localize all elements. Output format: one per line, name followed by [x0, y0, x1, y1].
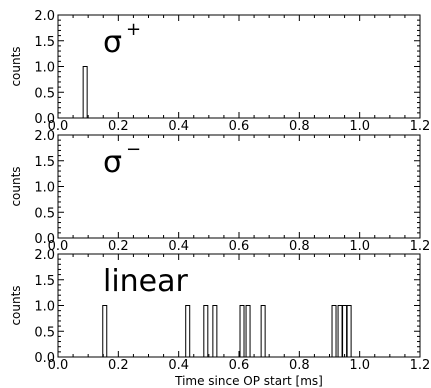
panel-2-ytick-label: 0.5 — [34, 206, 55, 221]
panel-3-bar — [342, 305, 348, 358]
panel-3-bar — [239, 305, 245, 358]
panel-2-ytick-label: 1.5 — [34, 155, 55, 170]
panel-3-ytick-label: 1.0 — [34, 300, 55, 315]
panel-1-annotation-superscript: + — [126, 19, 141, 40]
panel-2-xtick-label: 0.2 — [108, 239, 129, 254]
panel-2-annotation: σ — [103, 145, 122, 180]
panel-3-xtick-label: 0.4 — [168, 358, 189, 373]
panel-3-bar — [102, 305, 108, 358]
panel-2-xtick-label: 1.2 — [410, 239, 431, 254]
panel-3-xtick-label: 0.8 — [289, 358, 310, 373]
panel-3-bar — [185, 305, 191, 358]
panel-1-xtick-label: 0.8 — [289, 119, 310, 134]
panel-3-xtick-label: 0.6 — [229, 358, 250, 373]
panel-3-bar — [331, 305, 337, 358]
panel-3-annotation: linear — [103, 264, 189, 299]
panel-2-xtick-label: 0.4 — [168, 239, 189, 254]
panel-1-ytick-label: 1.0 — [34, 61, 55, 76]
panel-2-ylabel: counts — [9, 166, 23, 206]
panel-1-xtick-label: 0.4 — [168, 119, 189, 134]
panel-3-ytick-label: 1.5 — [34, 274, 55, 289]
panel-1-ytick-label: 0.5 — [34, 86, 55, 101]
panel-1-ylabel: counts — [9, 46, 23, 86]
panel-2-ytick-label: 1.0 — [34, 181, 55, 196]
panel-1-ytick-label: 1.5 — [34, 35, 55, 50]
panel-1-xtick-label: 1.2 — [410, 119, 431, 134]
panel-3-ytick-label: 0.5 — [34, 325, 55, 340]
panel-2-ytick-label: 2.0 — [34, 129, 55, 144]
panel-3-ylabel: counts — [9, 285, 23, 325]
panel-3-bar — [212, 305, 218, 358]
panel-3-xtick-label: 1.0 — [349, 358, 370, 373]
panel-1-xtick-label: 1.0 — [349, 119, 370, 134]
panel-3-bar — [346, 305, 352, 358]
panel-3-xtick-label: 0.2 — [108, 358, 129, 373]
panel-3-bar — [203, 305, 209, 358]
panel-1-xtick-label: 0.0 — [48, 119, 69, 134]
panel-2-ytick-label: 0.0 — [34, 232, 55, 247]
panel-2-xtick-label: 0.0 — [48, 239, 69, 254]
panel-1-ytick-label: 2.0 — [34, 9, 55, 24]
panel-1-xtick-label: 0.6 — [229, 119, 250, 134]
panel-1-bar — [82, 66, 88, 119]
panel-3-xtick-label: 1.2 — [410, 358, 431, 373]
panel-2-annotation-superscript: − — [126, 139, 141, 160]
panel-3-bar — [245, 305, 251, 358]
panel-2-xtick-label: 0.8 — [289, 239, 310, 254]
panel-3-ytick-label: 0.0 — [34, 351, 55, 366]
panel-3-bar — [337, 305, 343, 358]
panel-1-ytick-label: 0.0 — [34, 112, 55, 127]
panel-2-xtick-label: 0.6 — [229, 239, 250, 254]
panel-3-xtick-label: 0.0 — [48, 358, 69, 373]
x-axis-label: Time since OP start [ms] — [174, 374, 323, 388]
panel-2-xtick-label: 1.0 — [349, 239, 370, 254]
panel-3-bar — [260, 305, 266, 358]
panel-3-ytick-label: 2.0 — [34, 248, 55, 263]
panel-1-annotation: σ — [103, 25, 122, 60]
panel-1-xtick-label: 0.2 — [108, 119, 129, 134]
